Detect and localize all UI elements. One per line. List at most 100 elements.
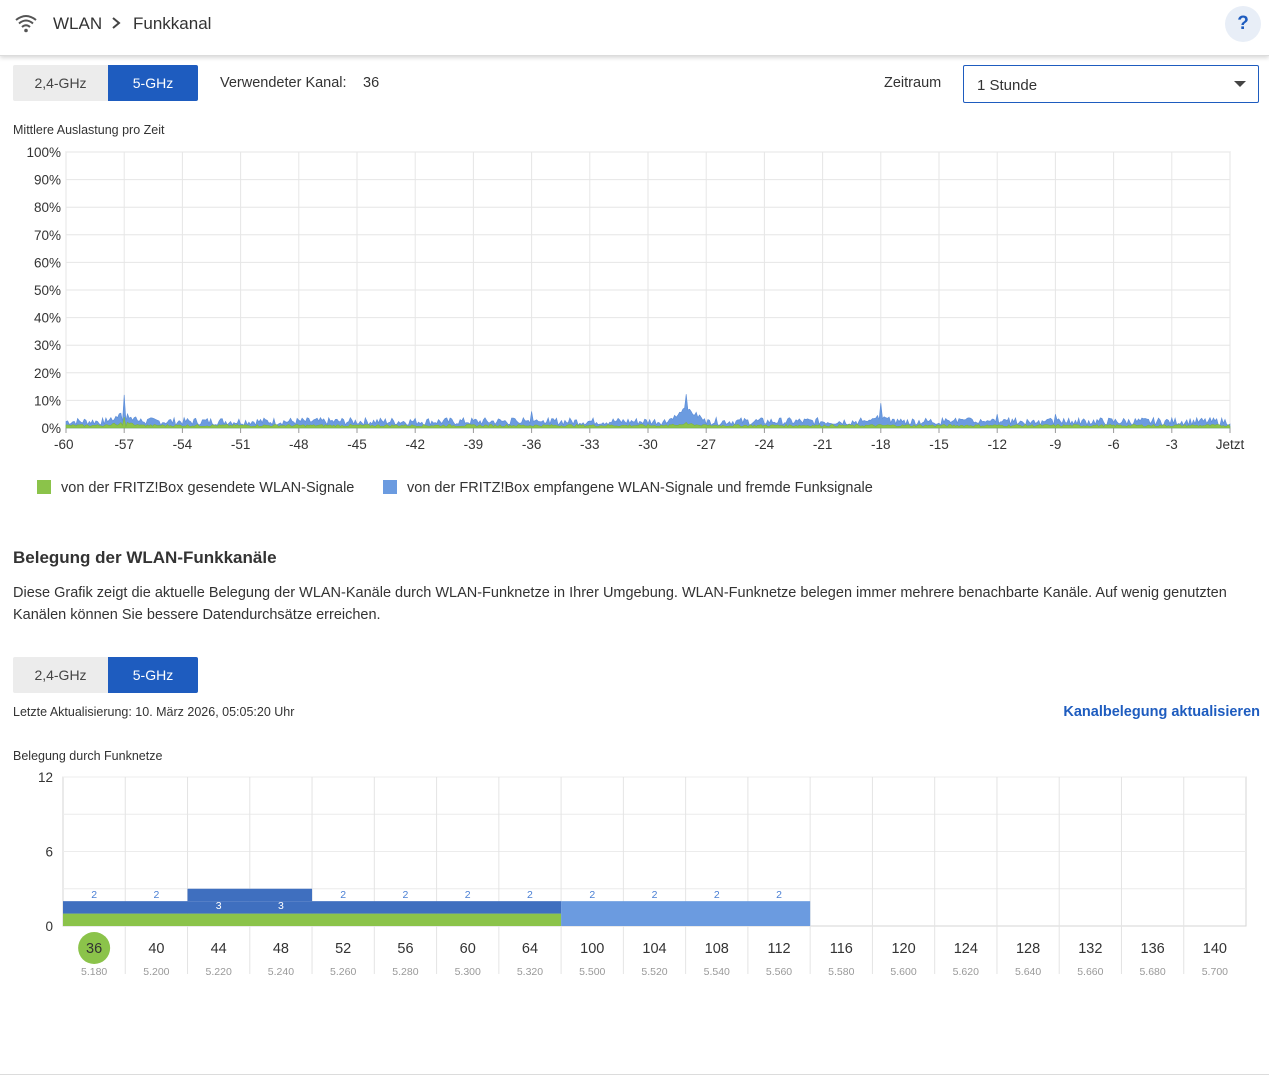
frequency-label: 5.660 <box>1077 966 1103 978</box>
x-tick-label: -9 <box>1049 437 1061 452</box>
y-tick-label: 40% <box>34 311 61 326</box>
used-channel-label: Verwendeter Kanal: <box>220 75 347 91</box>
band-24ghz-button[interactable]: 2,4-GHz <box>13 65 108 101</box>
footer-divider <box>0 1074 1269 1075</box>
x-tick-label: -27 <box>696 437 716 452</box>
bar-value-label: 2 <box>153 889 159 901</box>
occupancy-bar-foreign <box>561 901 811 926</box>
x-tick-label: -12 <box>987 437 1007 452</box>
x-tick-label: -18 <box>871 437 891 452</box>
band-24ghz-button-bottom[interactable]: 2,4-GHz <box>13 657 108 693</box>
legend-sent: von der FRITZ!Box gesendete WLAN-Signale <box>37 480 354 496</box>
x-tick-label: -57 <box>114 437 134 452</box>
x-tick-label: Jetzt <box>1216 437 1245 452</box>
frequency-label: 5.320 <box>517 966 543 978</box>
x-tick-label: -54 <box>173 437 193 452</box>
band-5ghz-button[interactable]: 5-GHz <box>108 65 198 101</box>
sent-signals-area <box>65 416 1231 429</box>
bar-value-label: 2 <box>652 889 658 901</box>
zeitraum-label: Zeitraum <box>884 75 942 91</box>
frequency-label: 5.500 <box>579 966 605 978</box>
top-bar: WLAN Funkkanal ? <box>0 0 1269 56</box>
help-button[interactable]: ? <box>1225 6 1261 42</box>
y-tick-label: 6 <box>45 845 53 860</box>
x-tick-label: -60 <box>54 437 74 452</box>
channel-label: 100 <box>580 941 604 957</box>
channel-label: 116 <box>830 941 853 957</box>
chevron-down-icon <box>1234 81 1246 87</box>
channel-label: 40 <box>148 941 164 957</box>
channel-label: 136 <box>1141 941 1165 957</box>
x-tick-label: -15 <box>929 437 949 452</box>
channel-label: 44 <box>211 941 227 957</box>
frequency-label: 5.680 <box>1139 966 1165 978</box>
frequency-label: 5.280 <box>392 966 418 978</box>
chevron-right-icon <box>112 17 121 29</box>
x-tick-label: -3 <box>1166 437 1178 452</box>
y-tick-label: 12 <box>38 770 53 785</box>
wifi-icon <box>15 15 37 33</box>
x-tick-label: -24 <box>755 437 775 452</box>
channel-label: 128 <box>1016 941 1040 957</box>
frequency-label: 5.240 <box>268 966 294 978</box>
channel-label: 60 <box>460 941 476 957</box>
legend-sent-label: von der FRITZ!Box gesendete WLAN-Signale <box>61 480 355 496</box>
frequency-label: 5.700 <box>1202 966 1228 978</box>
bar-value-label: 2 <box>714 889 720 901</box>
frequency-label: 5.640 <box>1015 966 1041 978</box>
y-tick-label: 0 <box>45 919 53 934</box>
last-update: Letzte Aktualisierung: 10. März 2026, 05… <box>13 705 295 719</box>
frequency-label: 5.260 <box>330 966 356 978</box>
y-tick-label: 30% <box>34 338 61 353</box>
x-tick-label: -6 <box>1108 437 1120 452</box>
frequency-label: 5.200 <box>143 966 169 978</box>
band-5ghz-button-bottom[interactable]: 5-GHz <box>108 657 198 693</box>
frequency-label: 5.560 <box>766 966 792 978</box>
bar-value-label: 2 <box>465 889 471 901</box>
legend-sent-swatch <box>37 480 51 494</box>
x-tick-label: -45 <box>347 437 367 452</box>
frequency-label: 5.580 <box>828 966 854 978</box>
frequency-label: 5.300 <box>455 966 481 978</box>
x-tick-label: -36 <box>522 437 542 452</box>
channel-label: 48 <box>273 941 289 957</box>
bar-value-label: 2 <box>527 889 533 901</box>
bar-value-label: 2 <box>589 889 595 901</box>
y-tick-label: 60% <box>34 255 61 270</box>
channel-label: 36 <box>86 941 102 957</box>
x-tick-label: -39 <box>464 437 484 452</box>
channel-label: 132 <box>1078 941 1102 957</box>
frequency-label: 5.540 <box>704 966 730 978</box>
channel-occupancy-chart: 0 6 12 2 2 3 3 2 2 2 2 2 2 2 2 36 5.180 40 5.200 44 5.220 48 5… <box>38 770 1247 978</box>
occupancy-bar-own <box>63 913 562 926</box>
utilization-chart-title: Mittlere Auslastung pro Zeit <box>13 123 165 137</box>
x-tick-label: -51 <box>231 437 251 452</box>
utilization-chart: 100% 90% 80% 70% 60% 50% 40% 30% 20% 10% 0% -60 -57… <box>26 145 1245 452</box>
legend-received: von der FRITZ!Box empfangene WLAN-Signal… <box>383 480 873 496</box>
zeitraum-value: 1 Stunde <box>977 77 1038 94</box>
breadcrumb-funkkanal: Funkkanal <box>133 14 212 33</box>
refresh-channels-link[interactable]: Kanalbelegung aktualisieren <box>1063 704 1260 720</box>
used-channel-value: 36 <box>363 75 380 91</box>
bar-value-label: 3 <box>216 900 222 912</box>
frequency-label: 5.180 <box>81 966 107 978</box>
x-tick-label: -21 <box>813 437 833 452</box>
channel-label: 108 <box>705 941 729 957</box>
channel-label: 104 <box>642 941 666 957</box>
bar-value-label: 2 <box>403 889 409 901</box>
breadcrumb-wlan[interactable]: WLAN <box>53 14 103 33</box>
frequency-label: 5.520 <box>641 966 667 978</box>
y-tick-label: 70% <box>34 228 61 243</box>
zeitraum-select[interactable]: 1 Stunde <box>963 65 1259 103</box>
y-tick-label: 20% <box>34 366 61 381</box>
occupancy-bar-foreign <box>63 901 562 914</box>
y-tick-label: 80% <box>34 200 61 215</box>
y-tick-label: 50% <box>34 283 61 298</box>
bar-value-label: 3 <box>278 900 284 912</box>
channel-label: 64 <box>522 941 538 957</box>
channel-label: 52 <box>335 941 351 957</box>
y-tick-label: 90% <box>34 173 61 188</box>
y-tick-label: 10% <box>34 393 61 408</box>
y-tick-label: 100% <box>26 145 61 160</box>
bar-value-label: 2 <box>340 889 346 901</box>
